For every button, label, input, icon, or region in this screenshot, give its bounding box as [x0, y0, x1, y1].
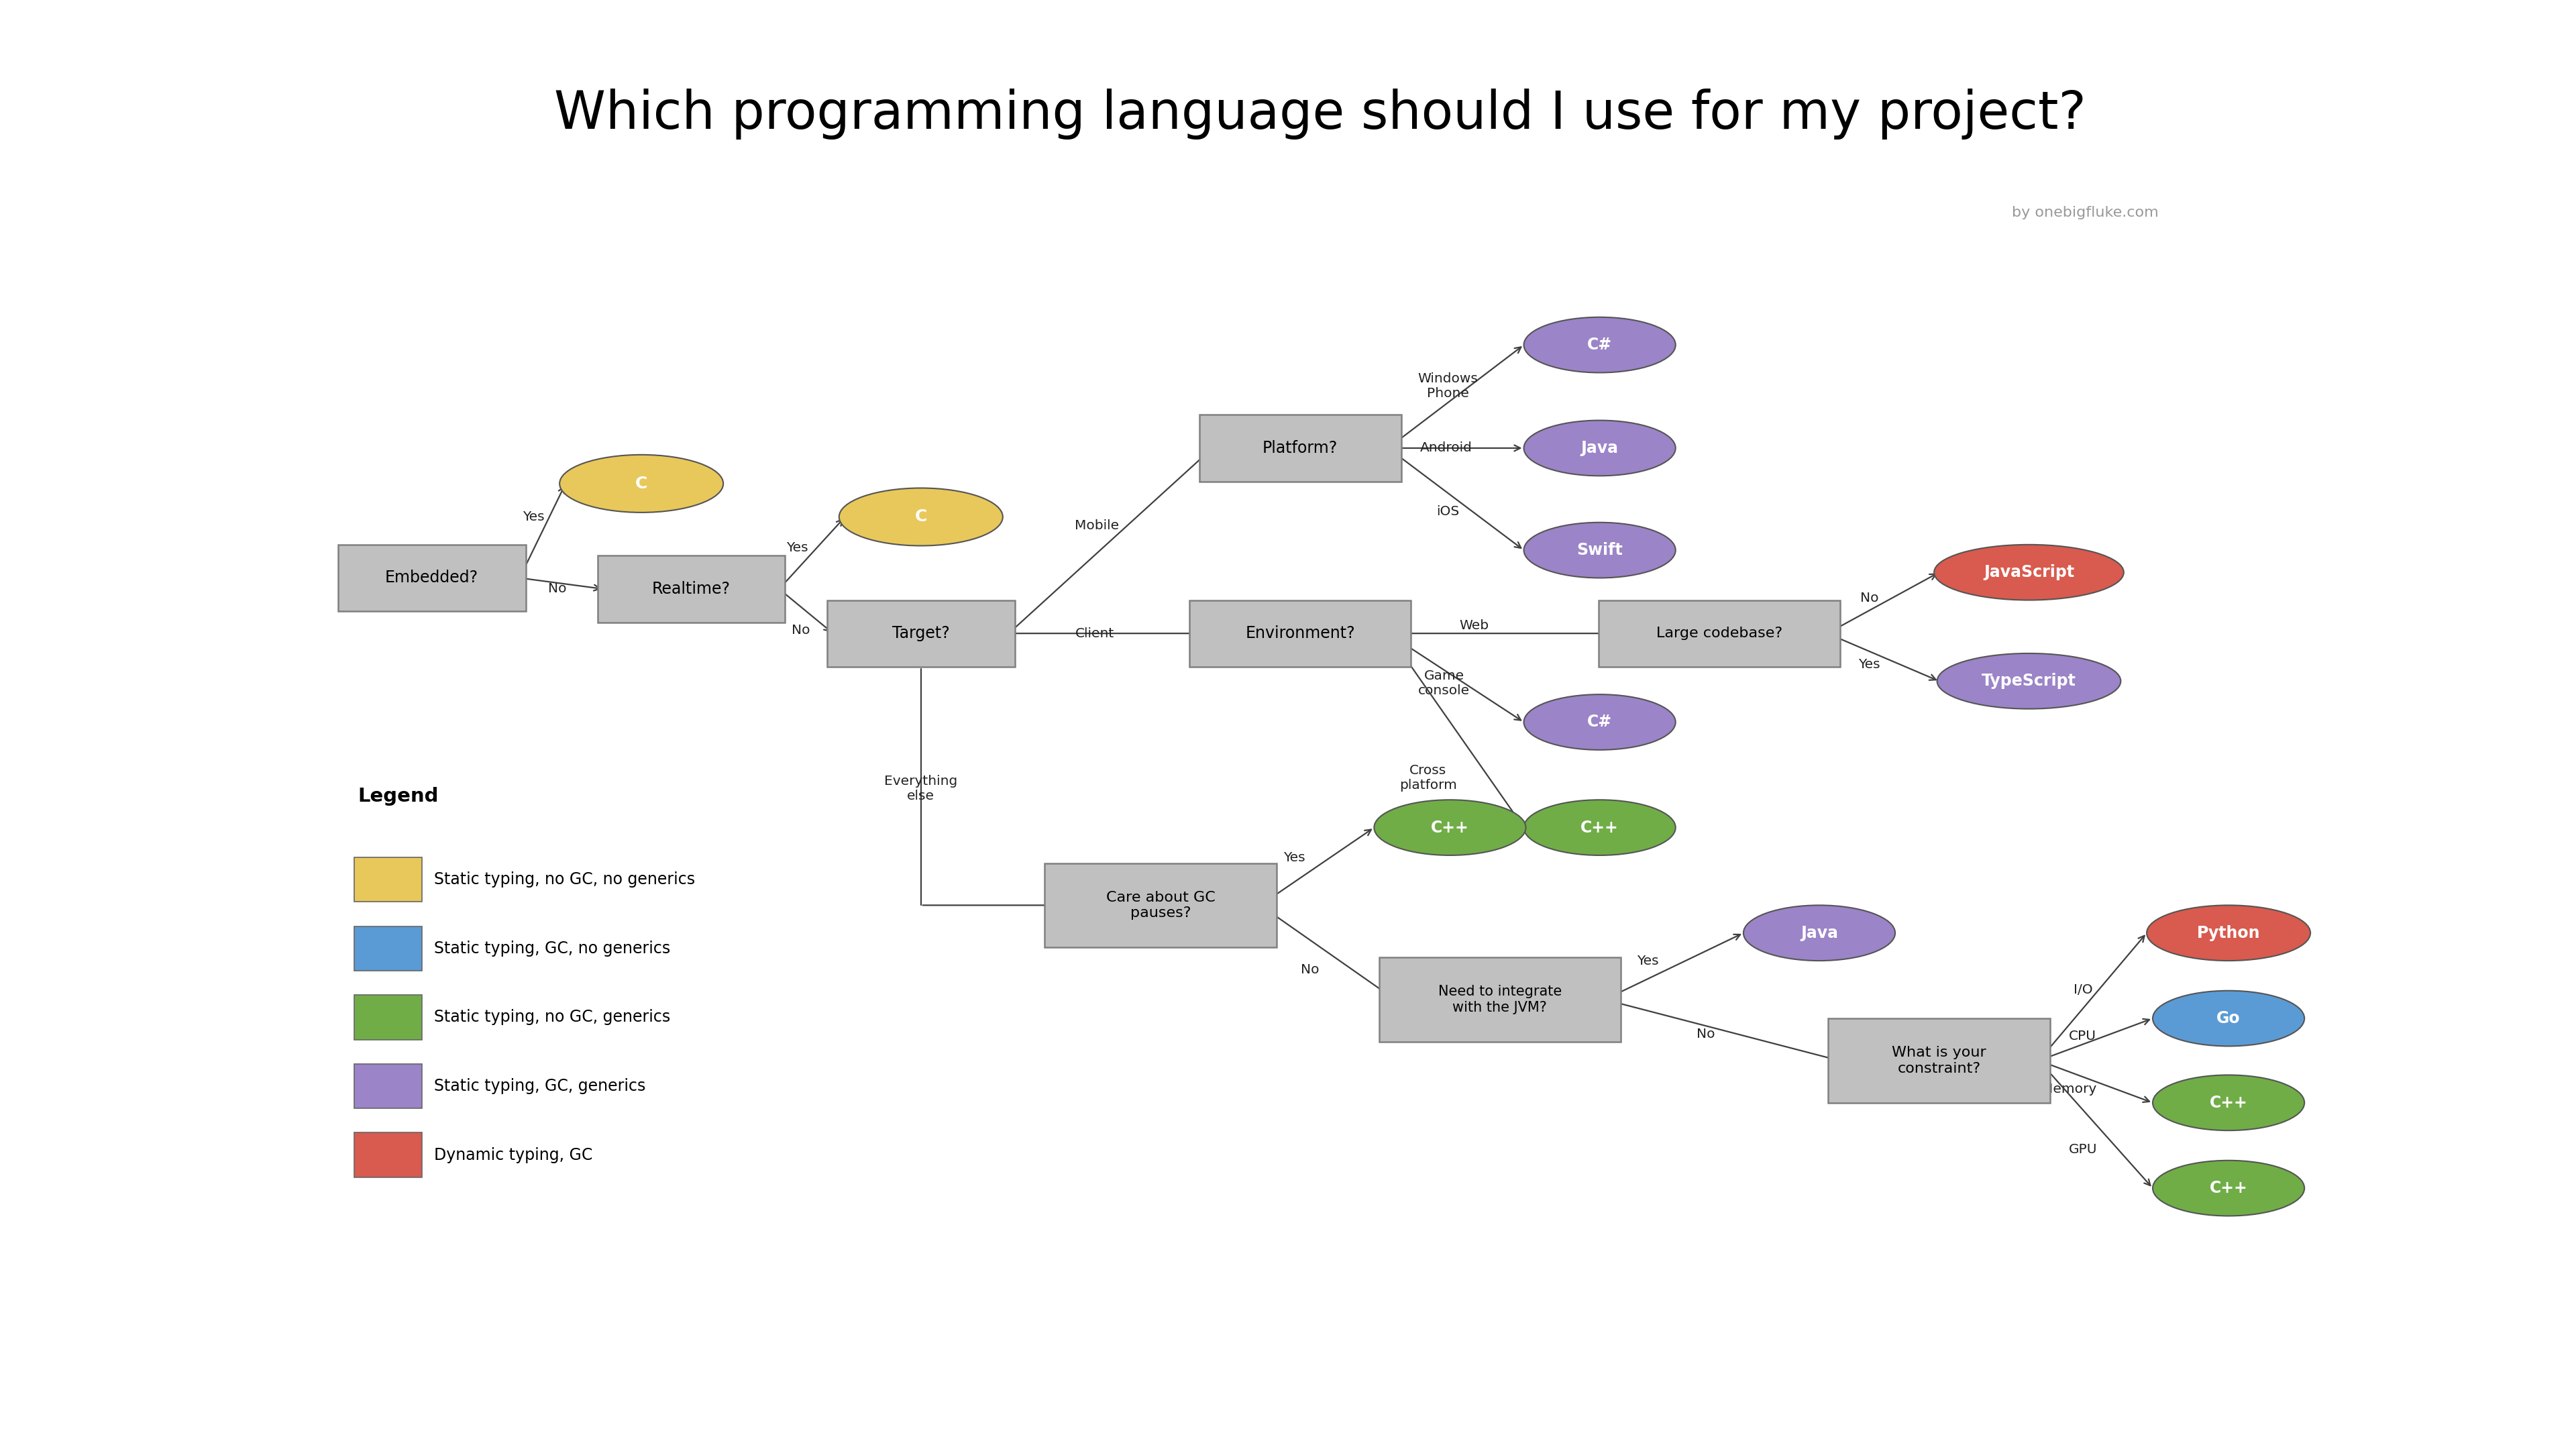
FancyBboxPatch shape	[1046, 863, 1275, 947]
Text: No: No	[1695, 1027, 1716, 1040]
Text: JavaScript: JavaScript	[1984, 565, 2074, 581]
Text: Android: Android	[1419, 442, 1471, 454]
Ellipse shape	[2154, 1075, 2306, 1131]
Text: Which programming language should I use for my project?: Which programming language should I use …	[554, 89, 2087, 140]
Text: Java: Java	[1582, 440, 1618, 457]
Ellipse shape	[1935, 545, 2123, 599]
Text: Yes: Yes	[523, 510, 544, 523]
FancyBboxPatch shape	[1200, 415, 1401, 481]
Text: Dynamic typing, GC: Dynamic typing, GC	[433, 1147, 592, 1163]
Ellipse shape	[1525, 523, 1674, 578]
Text: What is your
constraint?: What is your constraint?	[1891, 1046, 1986, 1075]
Text: Need to integrate
with the JVM?: Need to integrate with the JVM?	[1437, 986, 1561, 1014]
Text: Target?: Target?	[891, 625, 951, 641]
Text: Yes: Yes	[1636, 954, 1659, 967]
Text: Go: Go	[2215, 1010, 2241, 1026]
Ellipse shape	[1937, 653, 2120, 709]
Text: Everything
else: Everything else	[884, 775, 958, 803]
Ellipse shape	[2154, 990, 2306, 1046]
Text: Care about GC
pauses?: Care about GC pauses?	[1105, 891, 1216, 919]
Text: Realtime?: Realtime?	[652, 581, 732, 597]
Ellipse shape	[2146, 905, 2311, 961]
Text: Yes: Yes	[786, 542, 809, 555]
Text: No: No	[1860, 591, 1878, 604]
Text: Large codebase?: Large codebase?	[1656, 627, 1783, 640]
Text: Cross
platform: Cross platform	[1399, 764, 1458, 791]
Text: C++: C++	[1430, 820, 1468, 836]
Text: No: No	[549, 582, 567, 595]
Text: C#: C#	[1587, 337, 1613, 353]
Text: Static typing, GC, no generics: Static typing, GC, no generics	[433, 941, 670, 957]
Ellipse shape	[1525, 800, 1674, 856]
Text: Mobile: Mobile	[1074, 519, 1118, 532]
FancyBboxPatch shape	[1600, 599, 1839, 667]
Ellipse shape	[1525, 317, 1674, 373]
FancyBboxPatch shape	[353, 927, 422, 971]
Text: Legend: Legend	[358, 787, 438, 806]
Text: C++: C++	[1582, 820, 1618, 836]
FancyBboxPatch shape	[353, 1063, 422, 1108]
Text: Client: Client	[1074, 627, 1115, 640]
Text: Memory: Memory	[2040, 1084, 2097, 1095]
Text: Web: Web	[1458, 620, 1489, 633]
FancyBboxPatch shape	[827, 599, 1015, 667]
Ellipse shape	[559, 455, 724, 513]
Text: Static typing, GC, generics: Static typing, GC, generics	[433, 1078, 647, 1094]
Ellipse shape	[1373, 800, 1525, 856]
Text: Embedded?: Embedded?	[386, 569, 479, 586]
Text: C#: C#	[1587, 715, 1613, 731]
Text: GPU: GPU	[2069, 1143, 2097, 1156]
Text: C++: C++	[2210, 1180, 2249, 1196]
Text: Python: Python	[2197, 925, 2259, 941]
Text: Game
console: Game console	[1419, 670, 1471, 697]
FancyBboxPatch shape	[337, 545, 526, 611]
Text: C++: C++	[2210, 1095, 2249, 1111]
Text: iOS: iOS	[1437, 504, 1461, 517]
Text: No: No	[1301, 963, 1319, 976]
Ellipse shape	[840, 488, 1002, 546]
Text: Static typing, no GC, no generics: Static typing, no GC, no generics	[433, 872, 696, 888]
Text: Static typing, no GC, generics: Static typing, no GC, generics	[433, 1009, 670, 1026]
Text: Windows
Phone: Windows Phone	[1417, 372, 1479, 399]
Text: CPU: CPU	[2069, 1030, 2097, 1042]
Ellipse shape	[1525, 421, 1674, 476]
Text: Platform?: Platform?	[1262, 440, 1337, 457]
Text: Java: Java	[1801, 925, 1839, 941]
Text: Yes: Yes	[1283, 852, 1306, 865]
Text: No: No	[791, 624, 811, 637]
FancyBboxPatch shape	[353, 857, 422, 902]
Ellipse shape	[2154, 1160, 2306, 1216]
Ellipse shape	[1744, 905, 1896, 961]
Text: Swift: Swift	[1577, 542, 1623, 558]
FancyBboxPatch shape	[353, 996, 422, 1039]
Text: by onebigfluke.com: by onebigfluke.com	[2012, 206, 2159, 219]
Text: Yes: Yes	[1857, 659, 1880, 672]
FancyBboxPatch shape	[353, 1133, 422, 1177]
Text: I/O: I/O	[2074, 983, 2092, 996]
FancyBboxPatch shape	[1378, 957, 1620, 1042]
Text: C: C	[914, 509, 927, 525]
Text: C: C	[636, 476, 647, 491]
Text: TypeScript: TypeScript	[1981, 673, 2076, 689]
FancyBboxPatch shape	[1829, 1019, 2050, 1102]
Ellipse shape	[1525, 695, 1674, 749]
FancyBboxPatch shape	[598, 556, 786, 623]
Text: Environment?: Environment?	[1244, 625, 1355, 641]
FancyBboxPatch shape	[1190, 599, 1412, 667]
